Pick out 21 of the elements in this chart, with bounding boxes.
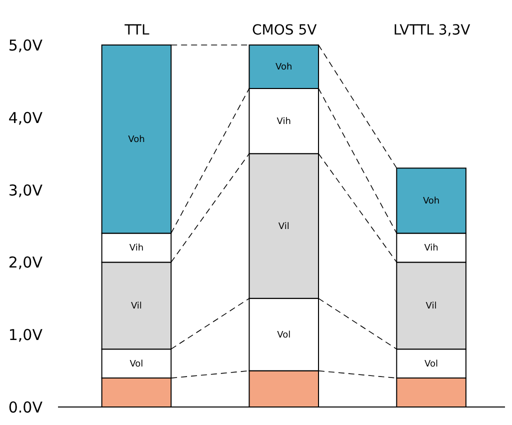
series-label: Vil bbox=[130, 302, 142, 312]
y-tick-label: 1,0V bbox=[8, 326, 44, 344]
text: Vol bbox=[277, 330, 291, 341]
y-tick-label: 4,0V bbox=[8, 108, 44, 127]
y-tick-label: 3,0V bbox=[8, 181, 44, 200]
text: Vil bbox=[278, 222, 290, 232]
text: Voh bbox=[422, 196, 440, 207]
text: Vih bbox=[424, 244, 438, 254]
text: Vil bbox=[426, 302, 437, 312]
text: Vih bbox=[276, 117, 291, 128]
y-tick-label: 0.0V bbox=[8, 398, 44, 416]
text: Voh bbox=[128, 135, 145, 146]
series-label: Voh bbox=[276, 62, 292, 73]
x-tick-label: CMOS 5V bbox=[252, 22, 318, 38]
x-tick-label: TTL bbox=[124, 22, 150, 38]
x-tick-label: LVTTL 3,3V bbox=[393, 22, 471, 38]
series-label: Vih bbox=[129, 244, 144, 254]
text: Vol bbox=[424, 360, 438, 370]
series-label: Vol bbox=[130, 360, 144, 370]
y-tick-label: 5,0V bbox=[8, 36, 44, 54]
y-tick-label: 2,0V bbox=[8, 254, 44, 272]
